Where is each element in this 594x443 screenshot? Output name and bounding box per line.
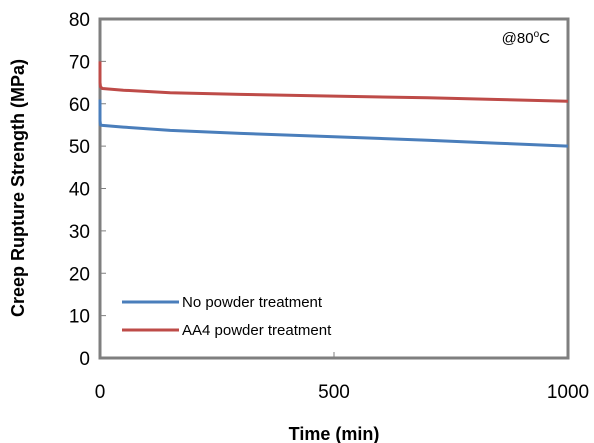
y-tick-label: 20	[69, 264, 90, 285]
y-tick-label: 60	[69, 95, 90, 116]
legend-label: AA4 powder treatment	[182, 322, 332, 339]
y-tick-label: 80	[69, 10, 90, 31]
y-tick-label: 40	[69, 180, 90, 201]
legend-label: No powder treatment	[182, 294, 323, 311]
x-axis-title: Time (min)	[289, 424, 380, 443]
plot-area	[98, 17, 570, 360]
series-line-1	[98, 99, 569, 148]
y-tick-label: 10	[69, 307, 90, 328]
y-tick-label: 50	[69, 137, 90, 158]
y-tick-label: 0	[79, 349, 90, 370]
x-tick-label: 500	[318, 382, 350, 403]
y-tick-label: 70	[69, 52, 90, 73]
x-axis: 0 500 1000	[95, 352, 589, 403]
annotation: @80oC	[502, 29, 550, 47]
x-tick-label: 1000	[547, 382, 589, 403]
plot-frame	[98, 17, 570, 360]
y-axis-title: Creep Rupture Strength (MPa)	[8, 59, 28, 317]
series-lines	[98, 61, 569, 148]
y-tick-label: 30	[69, 222, 90, 243]
y-axis: 0 10 20 30 40 50 60 70 80	[69, 10, 106, 370]
legend: No powder treatment AA4 powder treatment	[122, 294, 332, 339]
x-tick-label: 0	[95, 382, 106, 403]
series-line-2	[98, 61, 569, 103]
